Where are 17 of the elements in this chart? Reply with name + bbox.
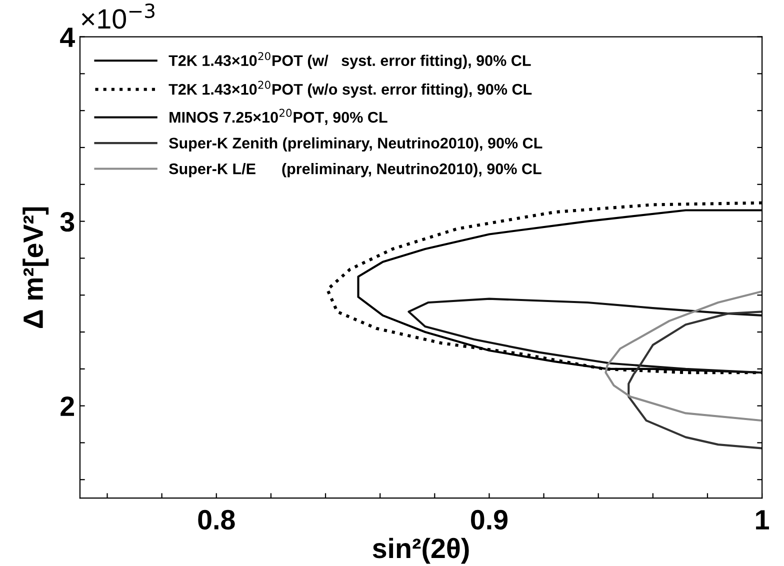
legend-label: Super-K Zenith (preliminary, Neutrino2010), 90% CL [169, 137, 542, 152]
legend-label: T2K 1.43×10$^{20}$POT (w/o syst. error fitting), 90% CL [168, 80, 532, 98]
y-tick-label: 3 [60, 212, 74, 232]
legend-label: MINOS 7.25×10$^{20}$POT, 90% CL [170, 108, 388, 125]
x-axis-title: sin²(2θ) [372, 538, 469, 564]
x-tick-label: 1 [756, 510, 769, 530]
text: ×10$^{−3}$ [82, 3, 154, 29]
line-series [628, 310, 762, 450]
legend-label: T2K 1.43×10$^{20}$POT (w/ syst. error fitting), 90% CL [168, 52, 531, 70]
y-tick-label: 2 [60, 396, 74, 416]
legend-label: Super-K L/E (preliminary, Neutrino2010), 90% CL [169, 163, 542, 178]
y-tick-label: 4 [60, 28, 75, 47]
y-axis-title: Δ m²[eV²] [22, 207, 49, 328]
x-tick-label: 0.9 [471, 510, 508, 530]
x-tick-label: 0.8 [198, 510, 235, 530]
line-series [604, 290, 762, 422]
line-series [408, 298, 762, 374]
